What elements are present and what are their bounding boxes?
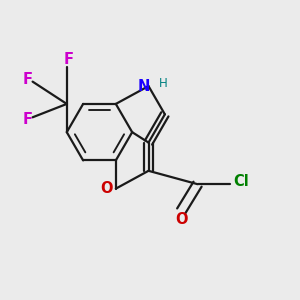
Text: H: H — [158, 77, 167, 90]
Text: O: O — [175, 212, 188, 227]
Text: F: F — [63, 52, 73, 67]
Text: Cl: Cl — [234, 174, 249, 189]
Text: N: N — [138, 79, 150, 94]
Text: F: F — [22, 72, 32, 87]
Text: F: F — [22, 112, 32, 127]
Text: O: O — [101, 181, 113, 196]
